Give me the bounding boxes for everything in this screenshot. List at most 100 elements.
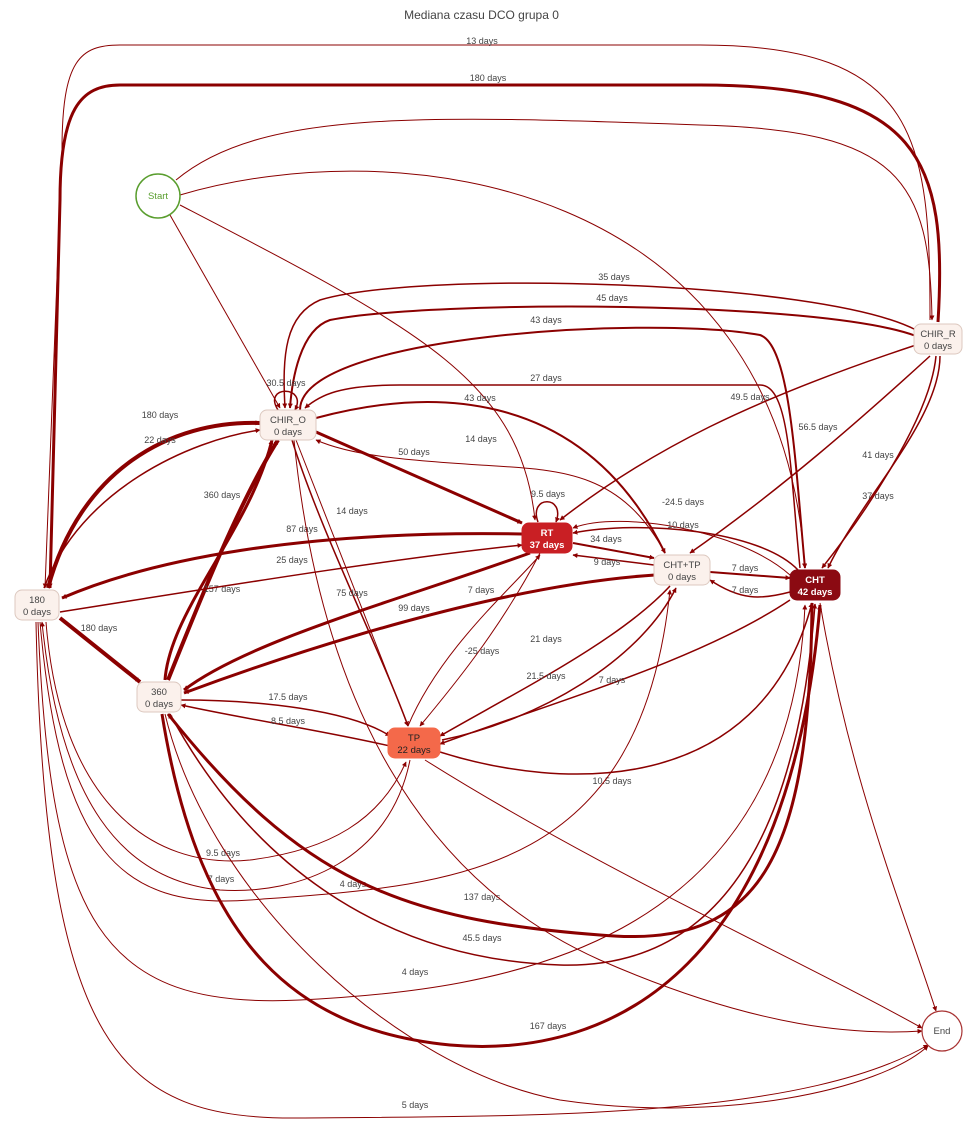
edge-chttp-to-tp: 21 days [439,585,671,737]
node-duration: 22 days [397,745,431,756]
edge-label: 8.5 days [271,716,306,726]
edge-label: 43 days [464,393,496,403]
edge-tp-to-cht: 10.5 days [439,602,814,786]
node-duration: 42 days [798,587,833,598]
edge-label: 180 days [142,410,179,420]
node-label: CHIR_R [920,329,956,340]
edge-label: 99 days [398,603,430,613]
edge-path [439,602,814,775]
edge-path [819,602,937,1012]
edge-label: 9.5 days [206,848,241,858]
edge-label: 7 days [208,874,235,884]
edge-label: 13 days [466,36,498,46]
edge-n360-to-cht: 45.5 days [169,603,818,966]
edge-chir_o-to-end [293,439,923,1034]
edge-chir_o-to-tp: 75 days [291,439,409,727]
edge-path [287,305,917,409]
edge-label: 56.5 days [798,422,838,432]
edge-chir_r-to-n180: 180 days [47,73,942,589]
edge-label: 167 days [530,1021,567,1031]
node-shape[interactable] [14,589,60,621]
edge-path [424,759,923,1029]
edge-path [535,501,560,523]
node-label: CHT [805,575,825,586]
node-shape[interactable] [259,409,317,441]
edge-path [291,439,409,727]
node-duration: 0 days [145,699,173,710]
node-label: RT [541,528,554,539]
node-shape[interactable] [653,554,711,586]
edge-path [61,532,523,600]
edge-label: 9.5 days [531,489,566,499]
node-shape[interactable] [913,323,963,355]
edge-label: 5 days [402,1100,429,1110]
edge-label: 157 days [204,584,241,594]
edge-rt-to-n180: 87 days [61,524,523,600]
edge-label: 25 days [276,555,308,565]
edge-chir_o-to-chir_o: 30.5 days [266,378,306,411]
edge-start-to-chir_o [169,214,281,409]
edge-rt-to-n360: 99 days [183,551,531,692]
edge-label: 45.5 days [462,933,502,943]
edge-path [175,118,935,321]
edge-chir_r-to-chir_o: 35 days [282,272,917,409]
node-chir_r[interactable]: CHIR_R0 days [913,323,963,355]
node-label: CHIR_O [270,415,306,426]
edge-label: 180 days [81,623,118,633]
node-shape[interactable] [387,727,441,759]
edge-path [407,554,541,727]
edge-label: 9 days [594,557,621,567]
edge-label: 87 days [286,524,318,534]
edge-path [572,553,655,566]
edge-path [315,430,523,525]
edge-label: 14 days [336,506,368,516]
edge-label: 17.5 days [268,692,308,702]
edge-n180-to-end: 5 days [35,621,929,1119]
node-end[interactable]: End [921,1010,963,1052]
edge-path [572,520,791,576]
edge-path [166,602,814,938]
edge-n360-to-tp: 17.5 days [180,692,391,737]
edge-label: -25 days [465,646,500,656]
edge-path [273,390,300,411]
node-shape[interactable] [789,569,841,601]
edge-tp-to-rt [407,554,541,727]
node-duration: 0 days [23,607,51,618]
edge-label: 7 days [732,585,759,595]
node-duration: 0 days [668,572,696,583]
edge-path [39,589,673,902]
edge-chttp-to-n360: 7 days [183,573,656,695]
edge-label: 10 days [667,520,699,530]
node-chttp[interactable]: CHT+TP0 days [653,554,711,586]
node-start[interactable]: Start [135,173,181,219]
edge-rt-to-tp: -25 days [419,552,541,727]
edge-n180-to-n360: 180 days [58,616,142,684]
edge-path [282,282,917,409]
edge-path [47,83,942,589]
edge-label: 7 days [468,585,495,595]
edge-label: 30.5 days [266,378,306,388]
edge-tp-to-n360: 8.5 days [180,703,391,747]
node-shape[interactable] [521,522,573,554]
edge-label: 137 days [464,892,501,902]
node-shape[interactable] [921,1010,963,1052]
edge-path [45,621,407,862]
edge-path [169,603,818,966]
edge-n180-to-chir_o: 180 days [46,410,261,589]
node-chir_o[interactable]: CHIR_O0 days [259,409,317,441]
edge-path [315,401,666,554]
node-shape[interactable] [136,681,182,713]
edge-chir_o-to-rt: 50 days [315,430,523,525]
edge-path [58,616,142,684]
node-label: CHT+TP [663,560,700,571]
node-shape[interactable] [135,173,181,219]
edge-label: 50 days [398,447,430,457]
edge-cht-to-rt: 10 days [572,520,799,571]
edge-n360-to-chir_o: 157 days [163,439,274,681]
